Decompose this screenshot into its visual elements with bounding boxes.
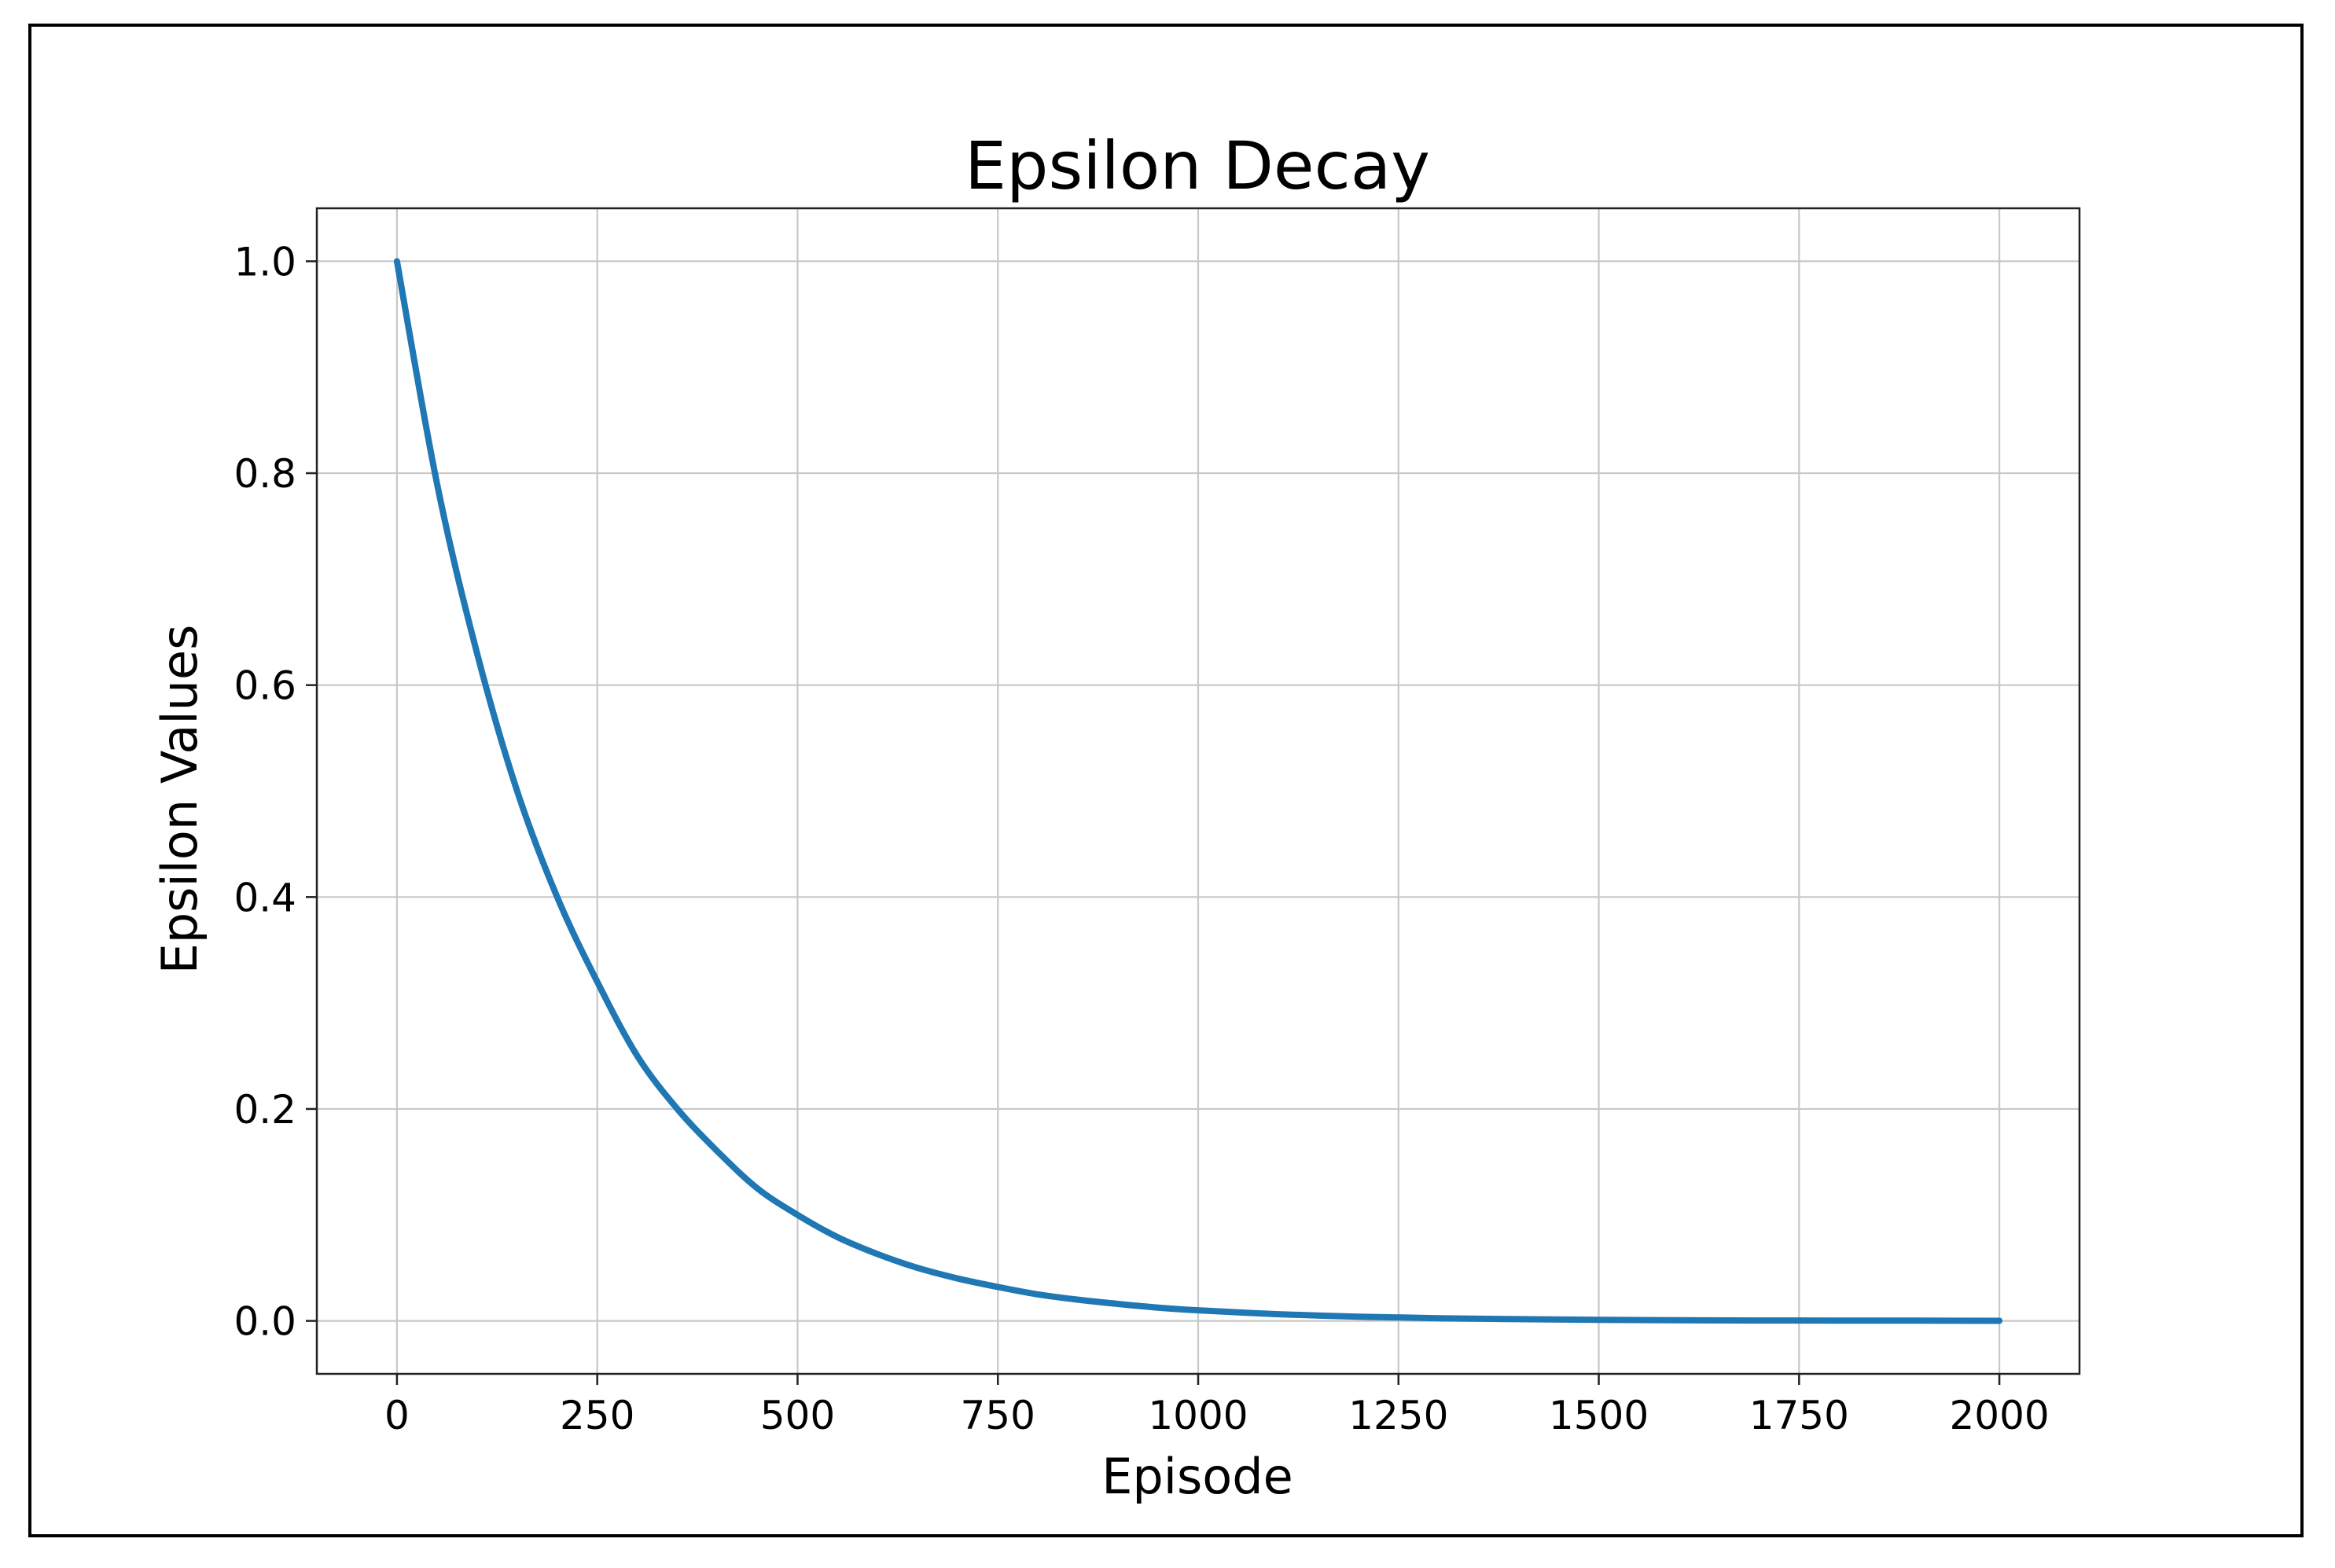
y-tick-label: 0.4 <box>234 875 296 920</box>
y-tick-label: 0.6 <box>234 663 296 709</box>
series-line <box>393 258 2003 1324</box>
grid <box>317 208 2079 1374</box>
x-axis-ticks: 0 250 500 750 1000 1250 1500 1750 2000 <box>384 1374 2050 1438</box>
chart-title: Epsilon Decay <box>965 127 1430 204</box>
x-tick-label: 0 <box>384 1393 410 1438</box>
x-tick-label: 2000 <box>1949 1393 2049 1438</box>
x-tick-label: 500 <box>760 1393 835 1438</box>
x-tick-label: 1000 <box>1148 1393 1248 1438</box>
y-tick-label: 1.0 <box>234 239 296 285</box>
x-tick-label: 1750 <box>1749 1393 1849 1438</box>
y-axis-ticks: 0.0 0.2 0.4 0.6 0.8 1.0 <box>234 239 317 1345</box>
x-tick-label: 250 <box>560 1393 634 1438</box>
series-layer <box>393 258 2003 1324</box>
x-tick-label: 1250 <box>1348 1393 1448 1438</box>
y-axis-title: Epsilon Values <box>151 625 208 975</box>
y-tick-label: 0.8 <box>234 451 296 497</box>
figure-frame <box>28 24 2304 1537</box>
y-tick-label: 0.2 <box>234 1087 296 1133</box>
x-tick-label: 1500 <box>1549 1393 1649 1438</box>
x-axis-title: Episode <box>1101 1448 1293 1505</box>
y-tick-label: 0.0 <box>234 1299 296 1345</box>
x-tick-label: 750 <box>961 1393 1035 1438</box>
